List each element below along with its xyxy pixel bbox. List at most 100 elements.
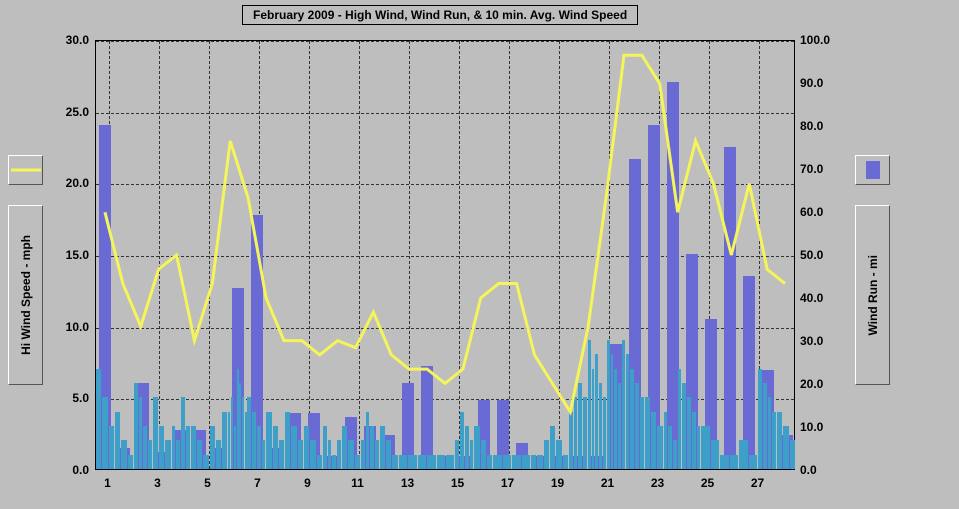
bar-avgwind <box>222 412 227 469</box>
gridline-v <box>309 41 310 469</box>
bar-avgwind <box>262 440 266 469</box>
bar-avgwind <box>139 397 143 469</box>
legend-line-swatch <box>8 155 43 185</box>
bar-avgwind <box>399 455 407 469</box>
bar-avgwind <box>790 440 795 469</box>
y-tick-left: 5.0 <box>49 391 89 405</box>
bar-avgwind <box>237 369 239 469</box>
x-tick: 5 <box>198 476 218 490</box>
y-tick-right: 0.0 <box>800 463 840 477</box>
x-tick: 3 <box>148 476 168 490</box>
bar-avgwind <box>537 455 542 469</box>
y-tick-right: 40.0 <box>800 291 840 305</box>
y-tick-right: 20.0 <box>800 377 840 391</box>
bar-avgwind <box>437 455 445 469</box>
right-axis-title-box: Wind Run - mi <box>855 205 890 385</box>
bar-avgwind <box>165 440 170 469</box>
gridline-v <box>359 41 360 469</box>
bar-avgwind <box>159 426 164 469</box>
bar-avgwind <box>285 412 290 469</box>
y-tick-right: 70.0 <box>800 162 840 176</box>
bar-avgwind <box>408 455 416 469</box>
bar-avgwind <box>366 412 370 469</box>
bar-avgwind <box>544 440 549 469</box>
bar-avgwind <box>197 440 202 469</box>
y-tick-left: 10.0 <box>49 320 89 334</box>
bar-avgwind <box>772 412 776 469</box>
bar-avgwind <box>191 426 196 469</box>
bar-avgwind <box>701 426 709 469</box>
bar-avgwind <box>143 426 147 469</box>
bar-avgwind <box>599 383 602 469</box>
bar-avgwind <box>109 426 114 469</box>
right-axis-label: Wind Run - mi <box>866 255 880 336</box>
y-tick-right: 100.0 <box>800 33 840 47</box>
gridline-h <box>96 113 794 114</box>
bar-avgwind <box>611 354 614 469</box>
y-tick-right: 30.0 <box>800 334 840 348</box>
bar-avgwind <box>239 383 241 469</box>
bar-avgwind <box>512 455 520 469</box>
bar-avgwind <box>355 455 360 469</box>
y-tick-right: 80.0 <box>800 119 840 133</box>
gridline-v <box>159 41 160 469</box>
bar-avgwind <box>556 440 561 469</box>
bar-windrun <box>724 147 736 470</box>
bar-avgwind <box>380 426 385 469</box>
bar-avgwind <box>153 397 158 469</box>
bar-avgwind <box>583 397 587 469</box>
legend-bar-swatch <box>855 155 890 185</box>
bar-avgwind <box>304 426 309 469</box>
bar-avgwind <box>522 455 530 469</box>
bar-avgwind <box>640 397 644 469</box>
x-tick: 19 <box>548 476 568 490</box>
y-tick-right: 90.0 <box>800 76 840 90</box>
bar-avgwind <box>273 426 278 469</box>
bar-avgwind <box>758 369 762 469</box>
bar-avgwind <box>711 440 719 469</box>
plot-area <box>95 40 795 470</box>
bar-avgwind <box>298 440 303 469</box>
bar-avgwind <box>252 412 256 469</box>
bar-avgwind <box>618 383 621 469</box>
y-tick-right: 50.0 <box>800 248 840 262</box>
bar-avgwind <box>121 440 126 469</box>
bar-avgwind <box>657 426 662 469</box>
bar-avgwind <box>279 440 284 469</box>
x-tick: 7 <box>248 476 268 490</box>
x-tick: 11 <box>348 476 368 490</box>
bar-avgwind <box>128 455 133 469</box>
bar-avgwind <box>481 440 486 469</box>
bar-avgwind <box>386 440 391 469</box>
bar-avgwind <box>503 455 511 469</box>
bar-avgwind <box>446 455 454 469</box>
x-tick: 25 <box>698 476 718 490</box>
left-axis-title-box: Hi Wind Speed - mph <box>8 205 43 385</box>
bar-avgwind <box>247 397 251 469</box>
bar-avgwind <box>361 440 365 469</box>
y-tick-left: 15.0 <box>49 248 89 262</box>
bar-avgwind <box>337 440 341 469</box>
bar-avgwind <box>134 383 138 469</box>
bar-avgwind <box>626 354 630 469</box>
y-tick-left: 25.0 <box>49 105 89 119</box>
x-tick: 17 <box>498 476 518 490</box>
bar-avgwind <box>210 426 215 469</box>
bar-avgwind <box>622 340 625 469</box>
bar-avgwind <box>392 455 397 469</box>
bar-avgwind <box>783 426 788 469</box>
bar-avgwind <box>375 440 379 469</box>
x-tick: 23 <box>648 476 668 490</box>
bar-avgwind <box>563 455 568 469</box>
bar-avgwind <box>614 369 617 469</box>
x-tick: 15 <box>448 476 468 490</box>
bar-avgwind <box>749 455 757 469</box>
bar-avgwind <box>176 440 180 469</box>
bar-avgwind <box>242 397 244 469</box>
gridline-h <box>96 41 794 42</box>
bar-avgwind <box>328 440 332 469</box>
bar-avgwind <box>493 455 501 469</box>
bar-avgwind <box>720 455 728 469</box>
bar-avgwind <box>592 369 595 469</box>
bar-avgwind <box>172 426 176 469</box>
